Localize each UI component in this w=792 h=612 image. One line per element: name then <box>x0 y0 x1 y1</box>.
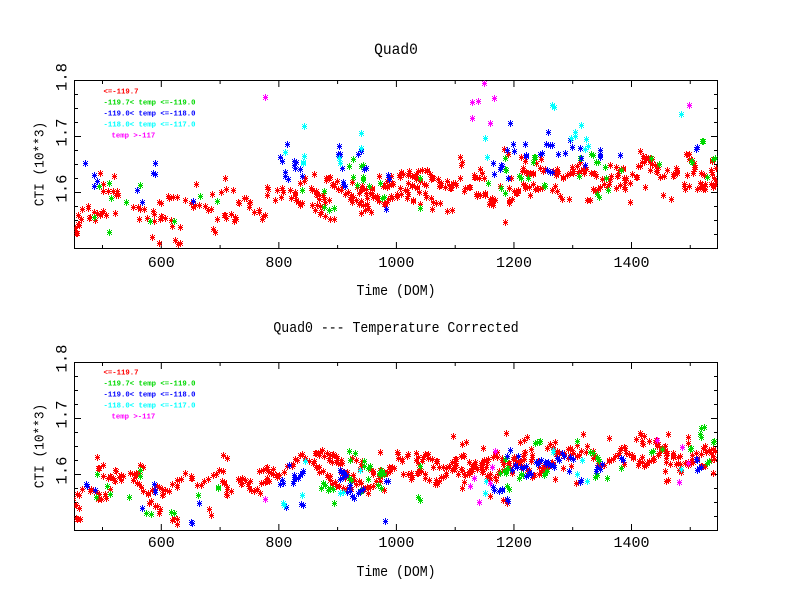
svg-text:-118.0< temp <=-117.0: -118.0< temp <=-117.0 <box>104 403 196 411</box>
svg-text:600: 600 <box>148 535 175 552</box>
svg-text:1.7: 1.7 <box>54 119 72 147</box>
svg-text:1.7: 1.7 <box>54 401 72 429</box>
svg-text:-119.7< temp <=-119.0: -119.7< temp <=-119.0 <box>104 100 196 108</box>
svg-text:1000: 1000 <box>378 255 414 272</box>
svg-text:1000: 1000 <box>378 535 414 552</box>
svg-text:temp >-117: temp >-117 <box>112 133 156 141</box>
svg-text:1.8: 1.8 <box>54 345 72 373</box>
svg-text:1.6: 1.6 <box>54 175 72 203</box>
svg-text:Quad0: Quad0 <box>374 41 418 60</box>
svg-text:-118.0< temp <=-117.0: -118.0< temp <=-117.0 <box>104 122 196 130</box>
svg-text:temp >-117: temp >-117 <box>112 414 156 422</box>
svg-text:CTI (10**3): CTI (10**3) <box>32 122 47 206</box>
svg-text:Time (DOM): Time (DOM) <box>356 283 435 300</box>
svg-text:600: 600 <box>148 255 175 272</box>
svg-text:1400: 1400 <box>613 255 649 272</box>
svg-text:<=-119.7: <=-119.7 <box>104 370 139 378</box>
svg-text:-119.0< temp <=-118.0: -119.0< temp <=-118.0 <box>104 392 196 400</box>
svg-text:800: 800 <box>265 255 292 272</box>
svg-text:-119.7< temp <=-119.0: -119.7< temp <=-119.0 <box>104 381 196 389</box>
svg-text:Time (DOM): Time (DOM) <box>356 564 435 581</box>
svg-text:1.6: 1.6 <box>54 457 72 485</box>
svg-text:1200: 1200 <box>496 535 532 552</box>
svg-text:<=-119.7: <=-119.7 <box>104 89 139 97</box>
svg-text:Quad0 --- Temperature Correcte: Quad0 --- Temperature Corrected <box>273 320 518 337</box>
svg-text:1400: 1400 <box>613 535 649 552</box>
svg-text:800: 800 <box>265 535 292 552</box>
svg-text:1200: 1200 <box>496 255 532 272</box>
svg-text:1.8: 1.8 <box>54 63 72 91</box>
svg-text:-119.0< temp <=-118.0: -119.0< temp <=-118.0 <box>104 111 196 119</box>
svg-text:CTI (10**3): CTI (10**3) <box>32 404 47 488</box>
